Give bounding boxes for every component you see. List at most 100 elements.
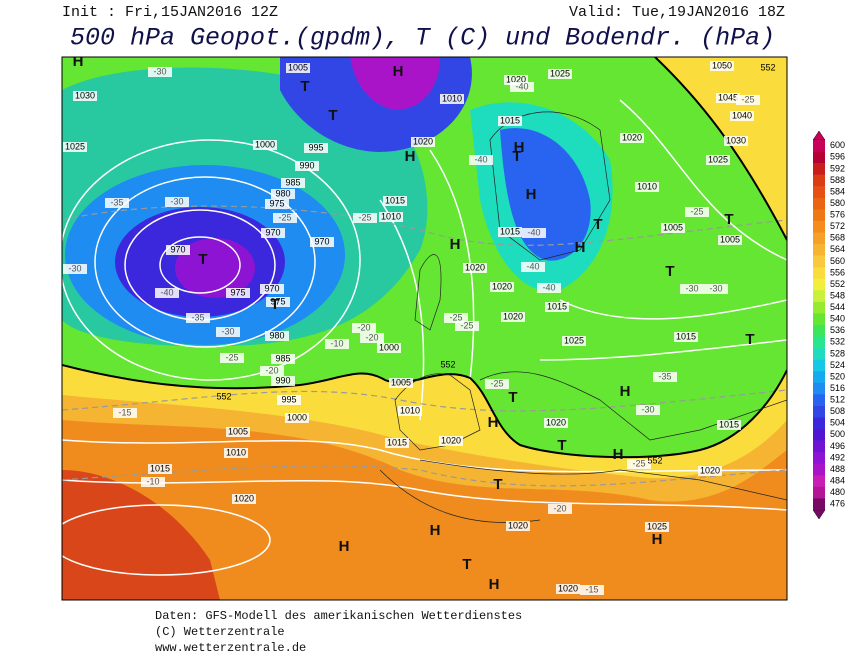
colorbar-cell bbox=[813, 255, 825, 268]
temperature-label-box bbox=[580, 585, 604, 595]
pressure-label-box bbox=[556, 584, 580, 594]
colorbar-label: 476 bbox=[830, 499, 845, 509]
colorbar-cell bbox=[813, 336, 825, 349]
isobars bbox=[62, 99, 787, 576]
pressure-label-box bbox=[271, 354, 295, 364]
colorbar-label: 500 bbox=[830, 429, 845, 439]
colorbar-label: 536 bbox=[830, 325, 845, 335]
temperature-label-box bbox=[485, 379, 509, 389]
pressure-label: 1020 bbox=[506, 74, 526, 84]
pressure-label-box bbox=[377, 343, 401, 353]
pressure-center: T bbox=[270, 296, 279, 313]
init-time: Init : Fri,15JAN2016 12Z bbox=[62, 4, 278, 21]
pressure-label-box bbox=[265, 331, 289, 341]
pressure-label-box bbox=[226, 288, 250, 298]
pressure-label-box bbox=[266, 297, 290, 307]
colorbar-cell bbox=[813, 209, 825, 222]
pressure-label: 1015 bbox=[719, 419, 739, 429]
colorbar-label: 520 bbox=[830, 371, 845, 381]
pressure-center: T bbox=[724, 211, 733, 228]
pressure-label-box bbox=[285, 413, 309, 423]
colorbar-cell bbox=[813, 382, 825, 395]
colorbar-label: 516 bbox=[830, 383, 845, 393]
colorbar-cell bbox=[813, 417, 825, 430]
pressure-label-box bbox=[506, 521, 530, 531]
map-field: 1005 1030 1025 1020 1025 1050 1045 1040 1030 1025… bbox=[62, 57, 787, 600]
colorbar-label: 508 bbox=[830, 406, 845, 416]
colorbar-cell bbox=[813, 140, 825, 152]
pressure-center: T bbox=[300, 78, 309, 95]
temperature-label-box bbox=[353, 213, 377, 223]
pressure-label-box bbox=[310, 237, 334, 247]
colorbar: 6005965925885845805765725685645605565525… bbox=[812, 130, 845, 520]
pressure-center: H bbox=[620, 383, 631, 400]
temperature-label-box bbox=[216, 327, 240, 337]
colorbar-label: 572 bbox=[830, 221, 845, 231]
colorbar-cell bbox=[813, 174, 825, 187]
pressure-label-box bbox=[562, 336, 586, 346]
pressure-label-box bbox=[718, 235, 742, 245]
pressure-label-box bbox=[389, 378, 413, 388]
colorbar-label: 496 bbox=[830, 441, 845, 451]
temperature-label: -25 bbox=[358, 212, 371, 222]
footer-source: Daten: GFS-Modell des amerikanischen Wet… bbox=[155, 609, 522, 623]
temperature-label: -10 bbox=[146, 476, 159, 486]
pressure-label: 975 bbox=[269, 198, 284, 208]
scandi-blue bbox=[500, 128, 591, 261]
colorbar-label: 596 bbox=[830, 152, 845, 162]
pressure-label: 1010 bbox=[400, 405, 420, 415]
pressure-label-box bbox=[440, 94, 464, 104]
pressure-label: 1025 bbox=[550, 68, 570, 78]
map-title: 500 hPa Geopot.(gpdm), T (C) und Bodendr… bbox=[70, 24, 775, 53]
pressure-label-box bbox=[724, 136, 748, 146]
colorbar-cell bbox=[813, 429, 825, 441]
temperature-label: -30 bbox=[170, 196, 183, 206]
pressure-label: 1005 bbox=[288, 62, 308, 72]
temperature-label: -30 bbox=[685, 283, 698, 293]
pressure-label: 1015 bbox=[385, 195, 405, 205]
north-purple bbox=[350, 57, 440, 110]
temperature-label-box bbox=[510, 82, 534, 92]
colorbar-label: 528 bbox=[830, 348, 845, 358]
pressure-label-box bbox=[674, 332, 698, 342]
temperature-label: -25 bbox=[278, 212, 291, 222]
pressure-label-box bbox=[166, 245, 190, 255]
temperature-label: -25 bbox=[449, 312, 462, 322]
pressure-label-box bbox=[716, 93, 740, 103]
pressure-label-box bbox=[544, 418, 568, 428]
temperature-label: -40 bbox=[542, 282, 555, 292]
pressure-center: T bbox=[557, 437, 566, 454]
colorbar-cell bbox=[813, 394, 825, 407]
pressure-label-box bbox=[383, 196, 407, 206]
temperature-label: -40 bbox=[526, 261, 539, 271]
colorbar-label: 548 bbox=[830, 290, 845, 300]
pressure-label-box bbox=[504, 75, 528, 85]
pressure-center: H bbox=[514, 139, 525, 156]
pressure-label-box bbox=[385, 438, 409, 448]
pressure-center: T bbox=[593, 216, 602, 233]
pressure-center: H bbox=[393, 63, 404, 80]
valid-time: Valid: Tue,19JAN2016 18Z bbox=[569, 4, 785, 21]
temperature-label: -25 bbox=[690, 206, 703, 216]
temperature-label-box bbox=[444, 313, 468, 323]
pressure-label-box bbox=[698, 466, 722, 476]
pressure-center: H bbox=[575, 239, 586, 256]
colorbar-arrow-top bbox=[812, 130, 826, 141]
colorbar-label: 540 bbox=[830, 314, 845, 324]
temperature-label-box bbox=[220, 353, 244, 363]
pressure-label-box bbox=[501, 312, 525, 322]
pressure-label-box bbox=[398, 406, 422, 416]
pressure-label-box bbox=[260, 284, 284, 294]
contour-label: 552 bbox=[760, 62, 775, 72]
pressure-label: 980 bbox=[275, 188, 290, 198]
colorbar-label: 592 bbox=[830, 163, 845, 173]
pressure-label: 970 bbox=[265, 227, 280, 237]
colorbar-cell bbox=[813, 463, 825, 476]
colorbar-label: 532 bbox=[830, 337, 845, 347]
pressure-label: 1015 bbox=[150, 463, 170, 473]
pressure-label-box bbox=[439, 436, 463, 446]
temperature-label-box bbox=[704, 284, 728, 294]
temperature-label: -20 bbox=[265, 365, 278, 375]
temperature-label-box bbox=[455, 321, 479, 331]
contour-label: 552 bbox=[647, 455, 662, 465]
